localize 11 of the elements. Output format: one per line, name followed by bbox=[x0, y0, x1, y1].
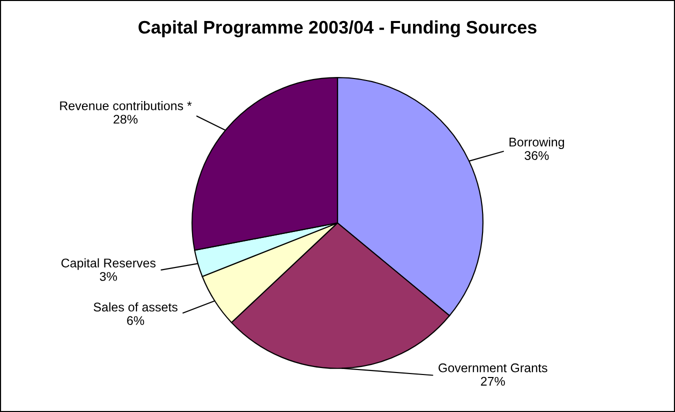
chart-title: Capital Programme 2003/04 - Funding Sources bbox=[138, 20, 536, 38]
data-label: 3% bbox=[100, 272, 117, 281]
data-label: 6% bbox=[127, 316, 144, 325]
data-label: 28% bbox=[114, 114, 138, 124]
slice-label: Government Grants bbox=[438, 363, 548, 372]
slice-label: Borrowing bbox=[510, 137, 564, 149]
slice-label: Revenue contributions * bbox=[60, 101, 192, 110]
slice-label: Sales of assets bbox=[94, 302, 178, 312]
slice-label: Capital Reserves bbox=[61, 258, 156, 270]
data-label: 36% bbox=[524, 151, 549, 160]
data-label: 27% bbox=[480, 376, 505, 386]
